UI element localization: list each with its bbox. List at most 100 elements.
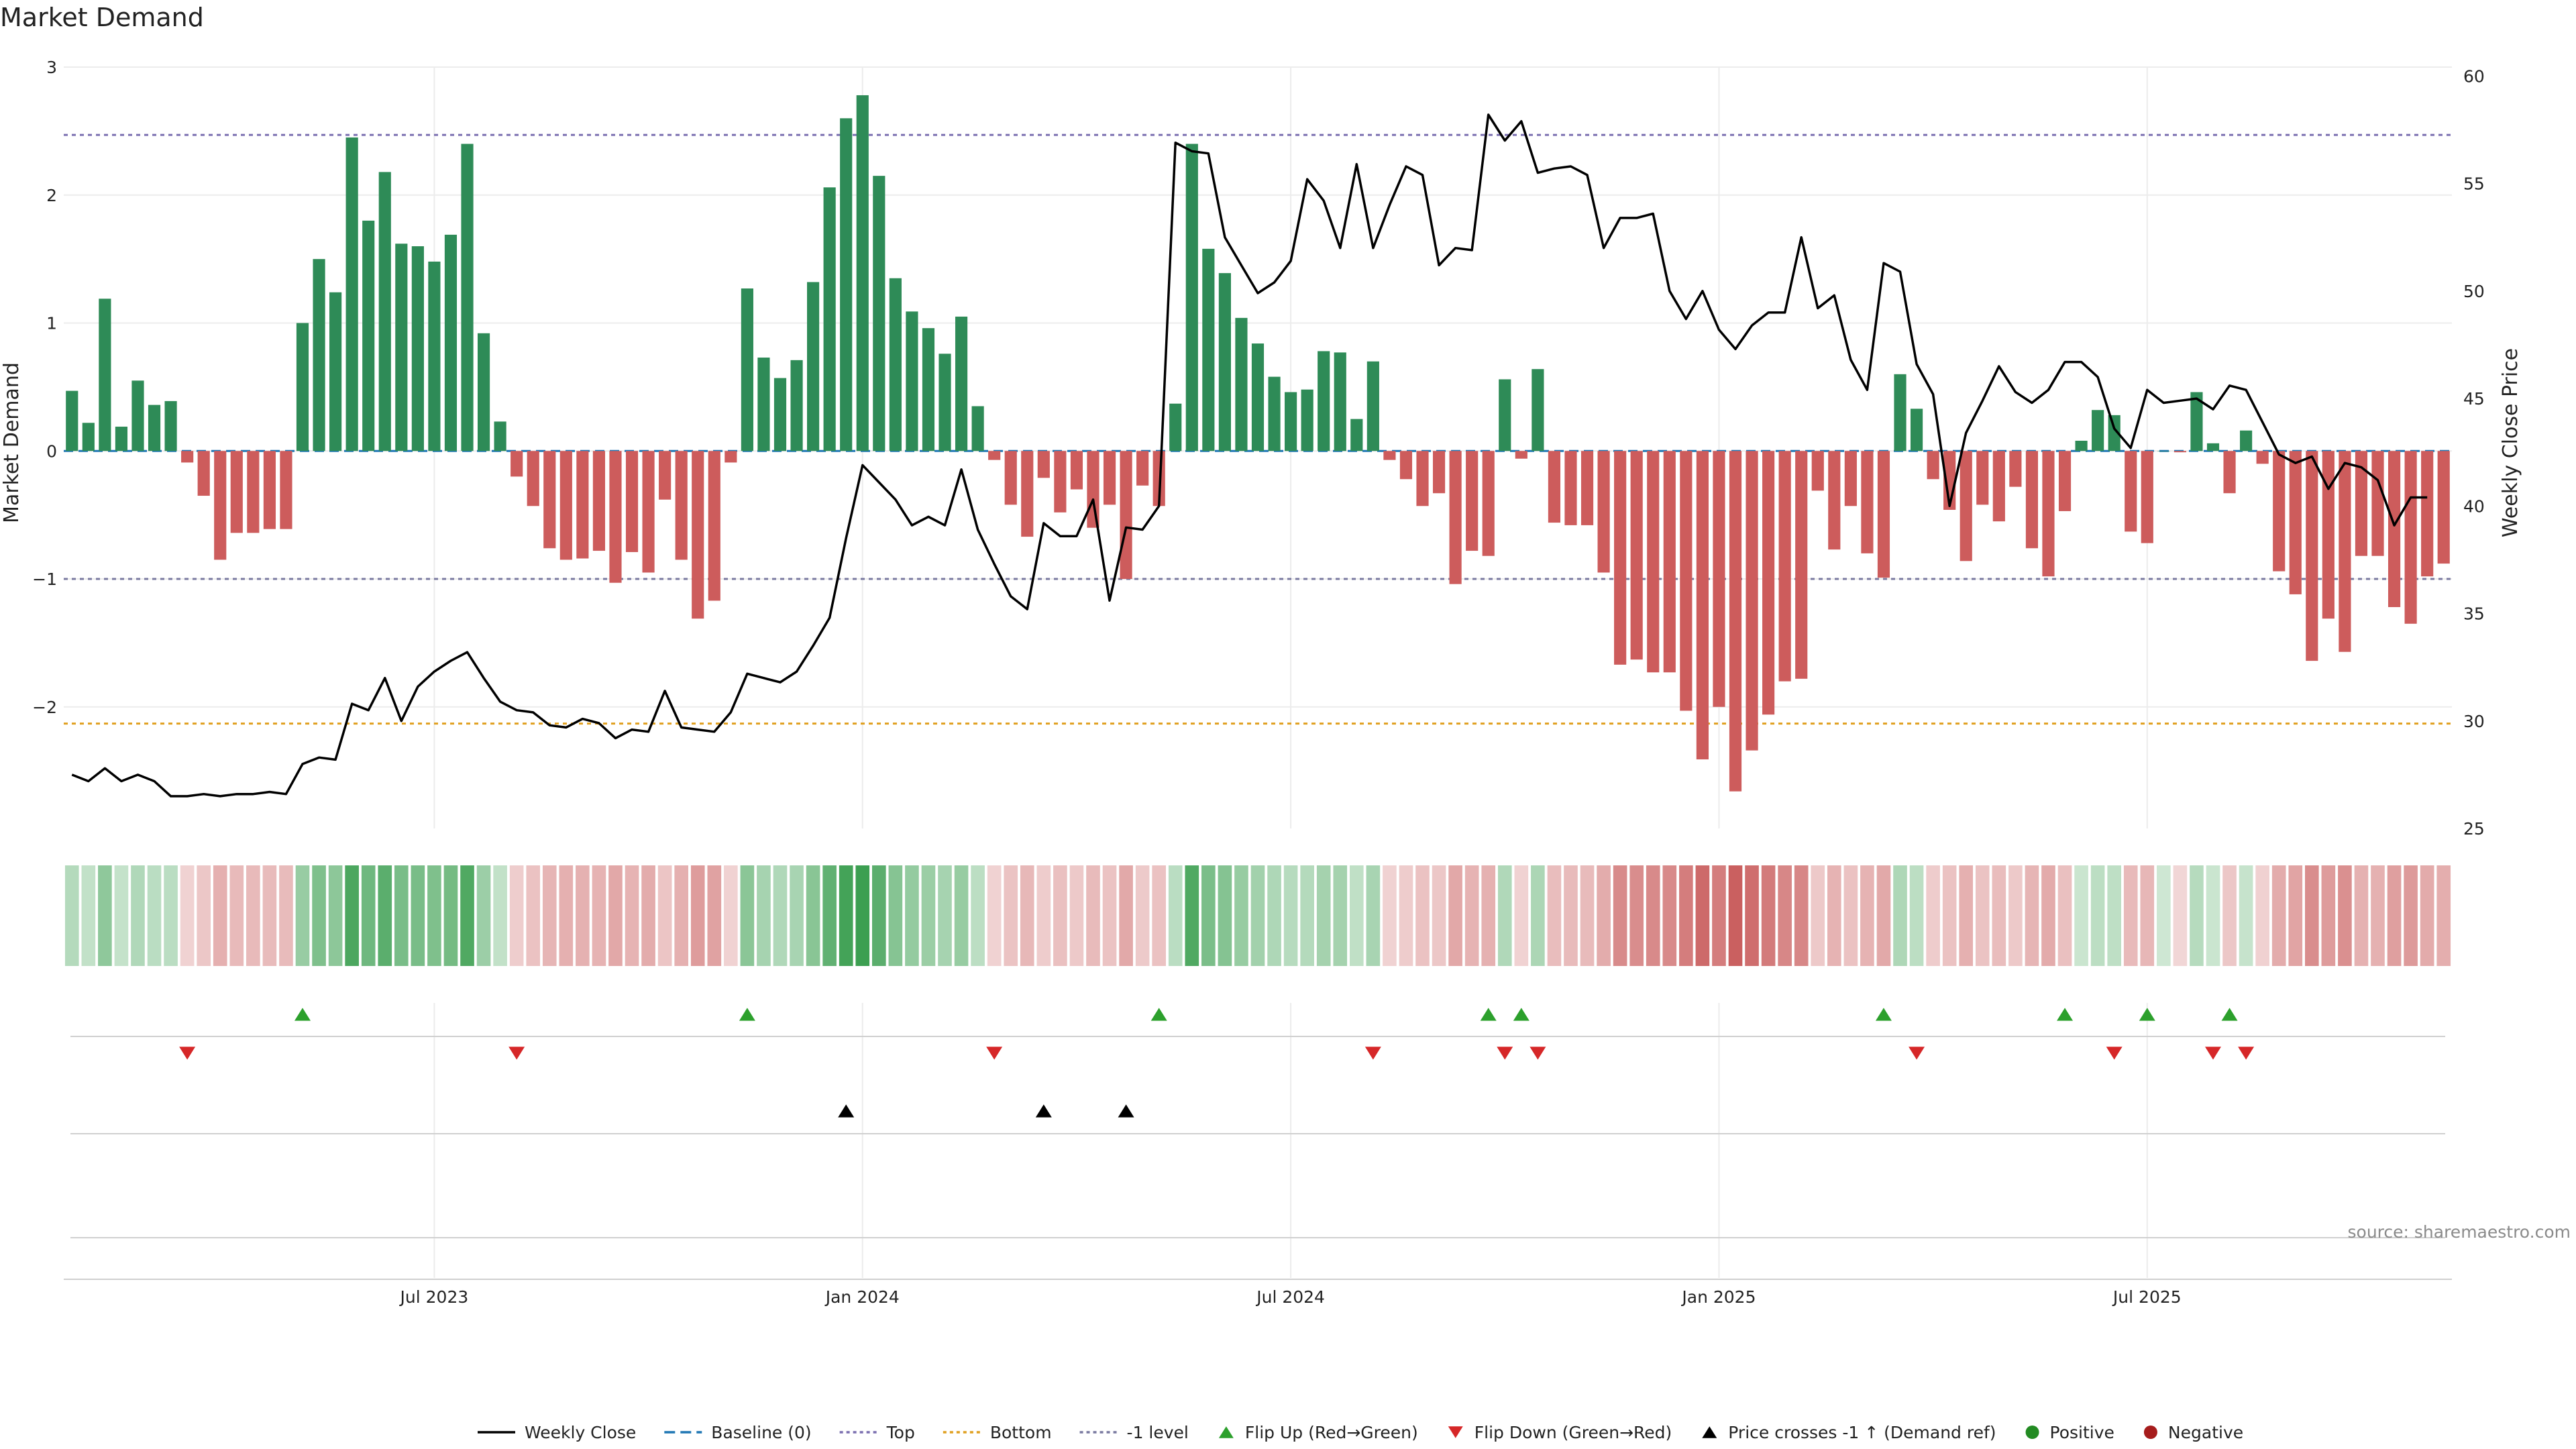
heat-cell [1349, 865, 1364, 966]
demand-bar [1746, 451, 1758, 751]
demand-bar [99, 299, 111, 451]
heat-cell [427, 865, 441, 966]
heat-cell [971, 865, 985, 966]
demand-bar [906, 311, 918, 451]
demand-bar [2206, 443, 2220, 451]
right-tick-label: 45 [2463, 389, 2485, 409]
demand-bar [296, 323, 309, 451]
demand-bar [592, 451, 606, 551]
demand-bar [181, 451, 194, 463]
flip-up-marker [1150, 1008, 1167, 1021]
x-tick-label: Jul 2023 [399, 1287, 469, 1307]
heat-cell [131, 865, 145, 966]
demand-bar [1696, 451, 1709, 759]
heat-cell [411, 865, 425, 966]
x-tick-label: Jul 2024 [1255, 1287, 1325, 1307]
heat-cell [1547, 865, 1562, 966]
demand-bar [1861, 451, 1874, 553]
heat-cell [1860, 865, 1874, 966]
demand-bar [1235, 317, 1248, 451]
heat-cell [114, 865, 129, 966]
heat-cell [2041, 865, 2055, 966]
heat-cell [2025, 865, 2039, 966]
heat-cell [213, 865, 227, 966]
demand-bars [66, 95, 2450, 792]
demand-bar [2289, 451, 2302, 594]
flip-down-marker [2238, 1046, 2255, 1060]
flip-up-marker [2057, 1008, 2074, 1021]
demand-bar [1449, 451, 1462, 584]
flip-up-marker [2139, 1008, 2155, 1021]
demand-bar [1580, 451, 1594, 525]
heat-cell [1069, 865, 1084, 966]
x-tick-label: Jan 2024 [824, 1287, 900, 1307]
demand-bar [741, 288, 753, 451]
demand-bar [131, 380, 144, 451]
right-tick-label: 30 [2463, 712, 2485, 731]
demand-bar [773, 378, 787, 451]
demand-bar [214, 451, 227, 560]
demand-bar [1992, 451, 2005, 522]
heat-cell [690, 865, 705, 966]
heat-cell [1909, 865, 1924, 966]
demand-bar [1120, 451, 1132, 580]
demand-bar [1037, 451, 1050, 478]
demand-bar [1894, 374, 1907, 451]
demand-bar [1844, 451, 1857, 506]
demand-bar [2174, 451, 2186, 453]
demand-bar [1828, 451, 1841, 550]
heat-cell [559, 865, 574, 966]
flip-up-marker [1875, 1008, 1892, 1021]
demand-bar [938, 354, 951, 451]
flip-down-marker [2205, 1046, 2221, 1060]
heat-cell [1728, 865, 1743, 966]
demand-bar [692, 451, 704, 619]
heat-cell [1497, 865, 1512, 966]
heat-cell [2239, 865, 2253, 966]
demand-bar [1960, 451, 1972, 561]
heat-cell [2074, 865, 2088, 966]
heat-cell [2404, 865, 2418, 966]
heat-cell [1333, 865, 1348, 966]
legend-label-flip_down: Flip Down (Green→Red) [1474, 1423, 1672, 1442]
heat-cell [1399, 865, 1413, 966]
flip-down-marker [508, 1046, 525, 1060]
demand-bar [724, 451, 737, 463]
event-markers [179, 1008, 2255, 1118]
demand-bar [247, 451, 260, 533]
demand-bar [1136, 451, 1149, 486]
heat-cell [625, 865, 639, 966]
heat-cell [2420, 865, 2434, 966]
demand-bar [559, 451, 572, 560]
heat-cell [1168, 865, 1183, 966]
heat-cell [180, 865, 195, 966]
heat-cell [1300, 865, 1314, 966]
demand-bar [609, 451, 622, 583]
heat-cell [888, 865, 903, 966]
chart-title: Market Demand [0, 3, 204, 32]
demand-bar [708, 451, 720, 601]
demand-bar [461, 144, 474, 451]
heat-cell [2371, 865, 2385, 966]
demand-bar [2273, 451, 2286, 572]
heat-cell [197, 865, 211, 966]
demand-bar [1004, 451, 1017, 505]
demand-bar [345, 137, 358, 451]
heat-cell [1250, 865, 1265, 966]
flip-down-marker [1497, 1046, 1513, 1060]
demand-bar [2058, 451, 2072, 511]
heat-cell [361, 865, 376, 966]
heat-cell [1267, 865, 1281, 966]
heat-cell [954, 865, 969, 966]
demand-bar [1548, 451, 1561, 523]
heat-cell [1992, 865, 2006, 966]
heat-cell [1975, 865, 1990, 966]
demand-bar [444, 234, 458, 451]
heat-cell [164, 865, 178, 966]
demand-bar [230, 451, 243, 533]
right-tick-label: 35 [2463, 604, 2485, 624]
heat-cell [1102, 865, 1117, 966]
demand-bar [1663, 451, 1676, 673]
heat-cell [1629, 865, 1644, 966]
right-tick-label: 25 [2463, 819, 2485, 839]
